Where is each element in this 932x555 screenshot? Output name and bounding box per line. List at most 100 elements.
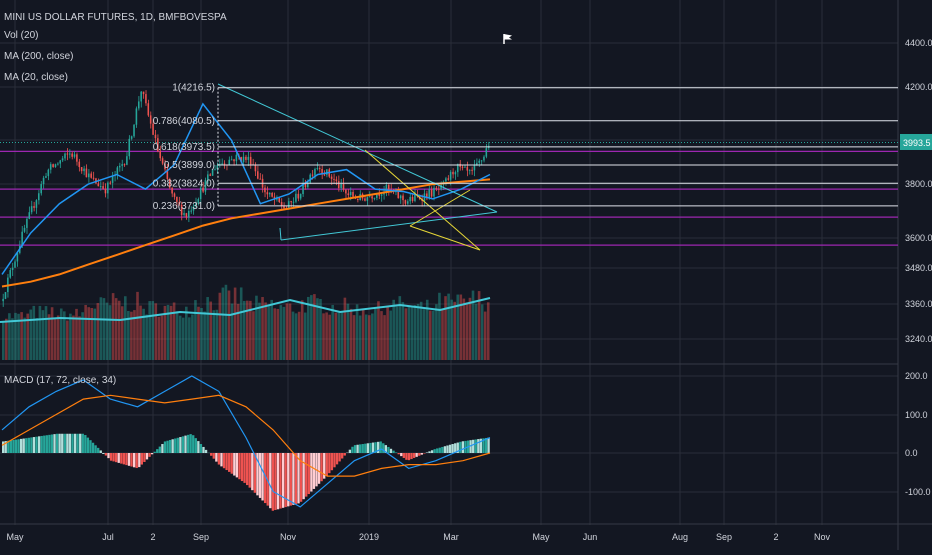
candle-body[interactable] (50, 164, 52, 170)
candle-body[interactable] (400, 196, 402, 199)
candle-body[interactable] (26, 219, 28, 228)
candle-body[interactable] (324, 174, 326, 175)
candle-body[interactable] (145, 94, 147, 103)
candle-body[interactable] (57, 164, 59, 165)
candle-body[interactable] (464, 167, 466, 168)
candle-body[interactable] (93, 178, 95, 179)
candle-body[interactable] (314, 169, 316, 176)
candle-body[interactable] (357, 199, 359, 200)
candle-body[interactable] (312, 175, 314, 176)
candle-body[interactable] (469, 170, 471, 171)
candle-body[interactable] (74, 154, 76, 156)
candle-body[interactable] (264, 188, 266, 193)
candle-body[interactable] (105, 189, 107, 194)
candle-body[interactable] (28, 212, 30, 219)
candle-body[interactable] (140, 92, 142, 102)
volume-legend[interactable]: Vol (20) (4, 30, 38, 42)
candle-body[interactable] (483, 157, 485, 161)
candle-body[interactable] (281, 202, 283, 206)
candle-body[interactable] (148, 103, 150, 115)
candle-body[interactable] (257, 171, 259, 178)
candle-body[interactable] (55, 164, 57, 167)
candle-body[interactable] (233, 159, 235, 161)
candle-body[interactable] (69, 154, 71, 155)
candle-body[interactable] (231, 159, 233, 160)
candle-body[interactable] (64, 154, 66, 159)
candle-body[interactable] (76, 154, 78, 161)
candle-body[interactable] (333, 179, 335, 180)
candle-body[interactable] (345, 190, 347, 194)
candle-body[interactable] (369, 196, 371, 197)
candle-body[interactable] (255, 165, 257, 171)
candle-body[interactable] (245, 157, 247, 160)
candle-body[interactable] (31, 206, 33, 212)
candle-body[interactable] (371, 196, 373, 198)
candle-body[interactable] (224, 163, 226, 164)
candle-body[interactable] (471, 170, 473, 171)
candle-body[interactable] (452, 172, 454, 174)
candle-body[interactable] (295, 194, 297, 202)
candle-body[interactable] (81, 167, 83, 171)
candle-body[interactable] (247, 157, 249, 160)
candle-body[interactable] (388, 185, 390, 190)
candle-body[interactable] (319, 168, 321, 169)
candle-body[interactable] (126, 156, 128, 165)
candle-body[interactable] (407, 201, 409, 203)
candle-body[interactable] (466, 167, 468, 171)
candle-body[interactable] (200, 188, 202, 199)
candle-body[interactable] (474, 165, 476, 170)
candle-body[interactable] (88, 174, 90, 178)
candle-body[interactable] (188, 211, 190, 218)
candle-body[interactable] (48, 170, 50, 176)
candle-body[interactable] (433, 188, 435, 197)
candle-body[interactable] (52, 164, 54, 167)
candle-body[interactable] (5, 292, 7, 299)
candle-body[interactable] (350, 192, 352, 195)
candle-body[interactable] (455, 172, 457, 174)
candle-body[interactable] (98, 183, 100, 186)
candle-body[interactable] (338, 181, 340, 188)
candle-body[interactable] (221, 163, 223, 164)
candle-body[interactable] (36, 200, 38, 208)
candle-body[interactable] (364, 198, 366, 200)
candle-body[interactable] (209, 174, 211, 175)
candle-body[interactable] (412, 197, 414, 201)
candle-body[interactable] (119, 166, 121, 168)
candle-body[interactable] (478, 161, 480, 163)
candle-body[interactable] (367, 197, 369, 201)
candle-body[interactable] (259, 179, 261, 180)
candle-body[interactable] (447, 178, 449, 179)
candle-body[interactable] (86, 169, 88, 178)
candle-body[interactable] (121, 164, 123, 166)
candle-body[interactable] (236, 155, 238, 161)
candle-body[interactable] (300, 194, 302, 198)
candle-body[interactable] (124, 164, 126, 165)
candle-body[interactable] (462, 167, 464, 168)
flag-icon[interactable] (502, 33, 514, 45)
candle-body[interactable] (100, 186, 102, 187)
candle-body[interactable] (228, 160, 230, 165)
candle-body[interactable] (143, 92, 145, 94)
candle-body[interactable] (297, 194, 299, 199)
candle-body[interactable] (38, 193, 40, 200)
candle-body[interactable] (402, 196, 404, 201)
candle-body[interactable] (374, 198, 376, 199)
ma20-legend[interactable]: MA (20, close) (4, 72, 68, 84)
candle-body[interactable] (290, 201, 292, 202)
candle-body[interactable] (414, 195, 416, 201)
candle-body[interactable] (109, 183, 111, 184)
candle-body[interactable] (59, 160, 61, 163)
candle-body[interactable] (243, 157, 245, 162)
candle-body[interactable] (102, 186, 104, 189)
candle-body[interactable] (24, 228, 26, 232)
candle-body[interactable] (186, 213, 188, 217)
candle-body[interactable] (269, 193, 271, 194)
candle-body[interactable] (250, 157, 252, 164)
candle-body[interactable] (436, 188, 438, 189)
candle-body[interactable] (271, 193, 273, 197)
candle-body[interactable] (107, 183, 109, 194)
candle-body[interactable] (174, 193, 176, 196)
candle-body[interactable] (150, 115, 152, 123)
candle-body[interactable] (2, 299, 4, 301)
